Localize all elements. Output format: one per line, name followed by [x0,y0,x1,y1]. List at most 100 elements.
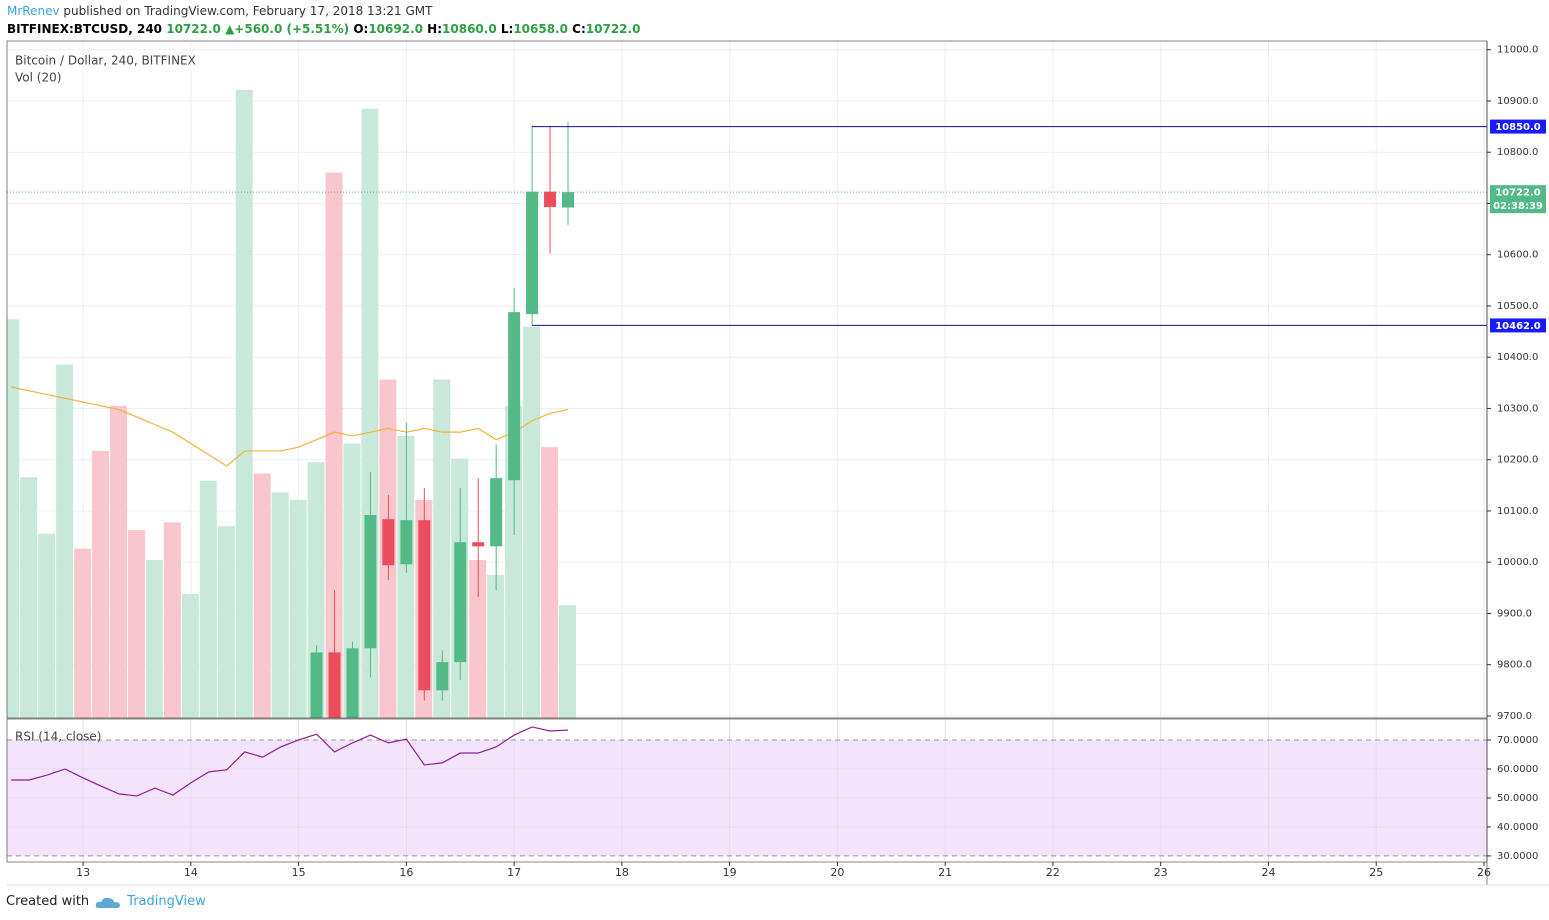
y-tick-label: 10200.0 [1497,455,1538,466]
countdown: 02:38:39 [1493,201,1543,212]
x-tick-label: 16 [399,866,413,879]
candle-body [346,648,359,718]
o-label: O: [353,22,369,36]
h-label: H: [427,22,443,36]
volume-bar [433,379,451,718]
c-label: C: [572,22,586,36]
high: 10860.0 [442,22,497,36]
last-price-box [1490,185,1546,214]
y-tick-label: 10500.0 [1497,301,1538,312]
price-label: 10850.0 [1495,122,1541,133]
x-tick-label: 25 [1369,866,1383,879]
y-tick-label: 9900.0 [1497,608,1532,619]
volume-bar [253,473,271,718]
l-label: L: [500,22,514,36]
volume-bar [397,435,415,718]
candle-body [454,542,467,663]
price-label-box [1490,119,1546,134]
volume-bar [20,477,38,718]
candle-body [400,520,413,565]
low: 10658.0 [513,22,568,36]
symbol: BITFINEX:BTCUSD, 240 [7,22,163,36]
candle-body [544,191,557,208]
x-tick-label: 19 [723,866,737,879]
volume-bar [271,492,289,718]
volume-ma [11,386,569,467]
volume-bar [110,405,127,718]
price-label-box [1490,318,1546,333]
candle-body [526,191,539,315]
x-tick-label: 26 [1477,866,1491,879]
y-tick-label: 10100.0 [1497,506,1538,517]
rsi-line [11,726,569,797]
volume-bar [541,447,559,718]
overlay: Bitcoin / Dollar, 240, BITFINEX Vol (20)… [6,40,1549,886]
volume-label: Vol (20) [15,71,61,85]
candle-body [418,520,431,691]
volume-bar [163,522,181,718]
volume-bar [92,450,110,718]
y-tick-label: 10900.0 [1497,96,1538,107]
candle-body [562,192,575,208]
y-tick-label: 10300.0 [1497,403,1538,414]
y-tick-label: 40.0000 [1497,822,1538,833]
candle-body [364,515,377,649]
volume-bar [469,560,487,718]
arrow: ▲ [225,22,235,36]
x-tick-label: 18 [615,866,629,879]
volume-bar [217,526,235,718]
y-tick-label: 10400.0 [1497,352,1538,363]
x-tick-label: 17 [507,866,521,879]
rsi-pane [11,726,569,797]
volume-bar [199,481,217,718]
candle-body [490,478,503,547]
x-tick-label: 13 [76,866,90,879]
candle-body [436,662,449,691]
x-tick-label: 20 [830,866,844,879]
last: 10722.0 [166,22,221,36]
x-tick-label: 24 [1261,866,1275,879]
volume-bar [74,548,92,718]
symbol-line: BITFINEX:BTCUSD, 240 10722.0 ▲+560.0 (+5… [7,22,640,36]
chart-title: Bitcoin / Dollar, 240, BITFINEX [15,54,196,68]
y-tick-label: 9800.0 [1497,660,1532,671]
volume-bar [181,593,199,718]
volume-bar [127,529,145,718]
volume-bar [145,560,163,718]
publish-line: MrRenev published on TradingView.com, Fe… [7,4,432,18]
created: Created with [6,894,90,909]
price-label: 10462.0 [1495,321,1541,332]
x-tick-label: 21 [938,866,952,879]
published: published on TradingView.com, February 1… [63,4,433,18]
volume-bar [38,533,56,718]
volume-bar [505,405,523,718]
volume-bar [289,499,307,718]
price-pane [7,89,1487,718]
author[interactable]: MrRenev [7,4,60,18]
last-price-label: 10722.0 [1495,188,1541,199]
change: +560.0 (+5.51%) [234,22,350,36]
y-tick-label: 9700.0 [1497,711,1532,722]
candle-body [472,542,485,547]
footer: Created with TradingView [6,894,206,909]
x-tick-label: 22 [1046,866,1060,879]
candle-body [328,652,341,718]
brand[interactable]: TradingView [127,894,206,909]
y-tick-label: 30.0000 [1497,851,1538,862]
logo [95,897,121,908]
y-tick-label: 10600.0 [1497,250,1538,261]
x-tick-label: 23 [1154,866,1168,879]
volume-bar [487,575,505,718]
volume-bar [7,319,20,718]
x-tick-label: 14 [184,866,198,879]
candle-body [310,652,323,718]
y-tick-label: 10800.0 [1497,147,1538,158]
background [7,41,1487,862]
candle-body [508,312,521,481]
y-tick-label: 10000.0 [1497,557,1538,568]
candle-body [382,519,395,566]
x-tick-label: 15 [292,866,306,879]
y-tick-label: 70.0000 [1497,735,1538,746]
rsi-label: RSI (14, close) [15,730,101,744]
